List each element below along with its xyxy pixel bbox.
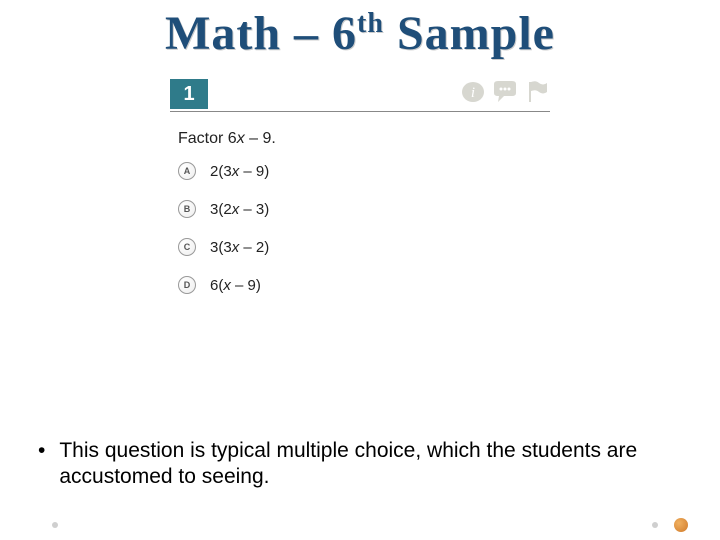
prompt-pre: Factor 6: [178, 130, 237, 147]
deco-dot-small-left: [52, 522, 58, 528]
question-icons: i: [460, 80, 550, 109]
flag-icon[interactable]: [524, 80, 550, 109]
question-prompt: Factor 6x – 9.: [178, 130, 550, 148]
svg-text:i: i: [471, 85, 475, 101]
comment-icon[interactable]: [492, 80, 518, 109]
option-letter: D: [178, 276, 196, 294]
prompt-var: x: [237, 130, 245, 147]
title-post: Sample: [384, 7, 555, 60]
option-c[interactable]: C 3(3x – 2): [178, 238, 550, 256]
option-text: 3(3x – 2): [210, 239, 269, 256]
title-sup: th: [357, 8, 384, 39]
option-a[interactable]: A 2(3x – 9): [178, 162, 550, 180]
option-letter: C: [178, 238, 196, 256]
option-text: 3(2x – 3): [210, 201, 269, 218]
prompt-post: – 9.: [245, 130, 276, 147]
question-header: 1 i: [170, 79, 550, 112]
option-text: 2(3x – 9): [210, 163, 269, 180]
title-pre: Math – 6: [165, 7, 357, 60]
deco-dot-large: [674, 518, 688, 532]
option-d[interactable]: D 6(x – 9): [178, 276, 550, 294]
option-letter: B: [178, 200, 196, 218]
slide: Math – 6th Sample 1 i: [0, 6, 720, 540]
option-b[interactable]: B 3(2x – 3): [178, 200, 550, 218]
bullet-marker: •: [38, 438, 45, 464]
bullet-note: • This question is typical multiple choi…: [38, 438, 660, 491]
option-text: 6(x – 9): [210, 277, 261, 294]
page-title: Math – 6th Sample: [0, 6, 720, 61]
info-icon[interactable]: i: [460, 80, 486, 109]
option-letter: A: [178, 162, 196, 180]
question-box: 1 i: [170, 79, 550, 294]
options-list: A 2(3x – 9) B 3(2x – 3) C 3(3x – 2) D: [178, 162, 550, 294]
question-number-badge: 1: [170, 79, 208, 109]
bullet-text: This question is typical multiple choice…: [59, 438, 660, 491]
deco-dot-small-right: [652, 522, 658, 528]
